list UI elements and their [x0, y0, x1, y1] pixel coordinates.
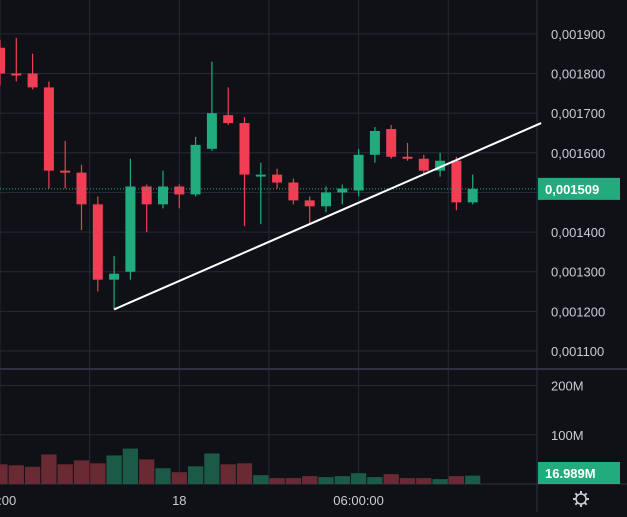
volume-bar — [41, 454, 57, 484]
candle-body — [435, 160, 446, 171]
candle-body — [109, 273, 120, 280]
time-tick-label: 06:00:00 — [333, 493, 384, 508]
volume-bar — [269, 478, 285, 484]
price-tick-label: 0,001900 — [551, 27, 605, 42]
candle-body — [0, 47, 5, 74]
volume-bar — [171, 472, 187, 484]
volume-bar — [285, 478, 302, 484]
gear-ring — [575, 493, 587, 505]
candle-body — [402, 156, 413, 159]
volume-bar — [253, 475, 269, 484]
price-tick-label: 0,001300 — [551, 265, 605, 280]
price-tick-label: 0,001700 — [551, 106, 605, 121]
volume-bar — [24, 466, 41, 484]
candle-body — [255, 174, 266, 177]
volume-bar — [204, 453, 220, 484]
trendline-drawing[interactable] — [113, 122, 542, 311]
candle-body — [467, 188, 478, 203]
candle-body — [272, 174, 283, 183]
last-price-badge — [538, 177, 620, 200]
candle-body — [451, 160, 462, 203]
volume-bar — [383, 474, 399, 484]
candle-body — [304, 200, 315, 207]
volume-bar — [236, 463, 253, 484]
volume-bar — [220, 464, 236, 484]
volume-bar — [90, 463, 106, 484]
volume-bar — [106, 455, 122, 484]
volume-bar — [399, 478, 416, 484]
candle-body — [353, 154, 364, 191]
volume-tick-label: 100M — [551, 428, 584, 443]
volume-bars — [0, 448, 481, 484]
last-volume-badge — [538, 462, 620, 484]
time-tick-label: 00:00 — [0, 493, 16, 508]
volume-bar — [334, 476, 350, 484]
volume-bar — [448, 476, 465, 484]
volume-bar — [139, 459, 155, 484]
price-tick-label: 0,001800 — [551, 67, 605, 82]
candle-body — [337, 188, 348, 193]
trendline — [113, 122, 542, 311]
last-volume-label: 16.989M — [545, 466, 596, 481]
candle-body — [141, 186, 152, 205]
candle-body — [60, 170, 71, 173]
last-price-label: 0,001509 — [545, 182, 599, 197]
candle-body — [190, 144, 201, 195]
volume-tick-label: 200M — [551, 379, 584, 394]
volume-bar — [8, 465, 24, 484]
volume-bar — [350, 473, 367, 484]
volume-bar — [416, 478, 432, 484]
volume-bar — [318, 477, 334, 484]
price-candles — [0, 37, 537, 310]
candle-body — [158, 186, 168, 205]
candle-body — [288, 182, 299, 201]
volume-bar — [57, 464, 73, 484]
price-tick-label: 0,001100 — [551, 344, 604, 359]
time-tick-label: 18 — [172, 493, 186, 508]
candle-body — [223, 115, 234, 124]
candle-body — [174, 186, 185, 195]
volume-bar — [465, 475, 481, 484]
candle-body — [321, 192, 331, 207]
candle-body — [43, 87, 54, 171]
candle-body — [206, 113, 217, 149]
candle-body — [418, 158, 429, 171]
price-tick-label: 0,001200 — [551, 304, 605, 319]
volume-bar — [302, 476, 318, 484]
volume-bar — [73, 460, 90, 484]
candle-body — [369, 130, 380, 155]
volume-bar — [432, 479, 448, 484]
candle-body — [92, 204, 103, 280]
candle-body — [125, 186, 136, 272]
candle-body — [239, 123, 250, 175]
candle-body — [11, 73, 22, 76]
settings-gear-icon[interactable] — [573, 491, 589, 507]
price-tick-label: 0,001600 — [551, 146, 605, 161]
volume-bar — [0, 464, 8, 484]
price-tick-label: 0,001400 — [551, 225, 605, 240]
volume-bar — [367, 477, 383, 484]
volume-bar — [122, 448, 139, 484]
candle-body — [386, 129, 397, 157]
candle-body — [27, 73, 38, 88]
axes: 0,001900 0,001800 0,001700 0,001600 0,001400… — [0, 27, 620, 508]
volume-bar — [187, 466, 204, 484]
volume-bar — [155, 468, 171, 484]
